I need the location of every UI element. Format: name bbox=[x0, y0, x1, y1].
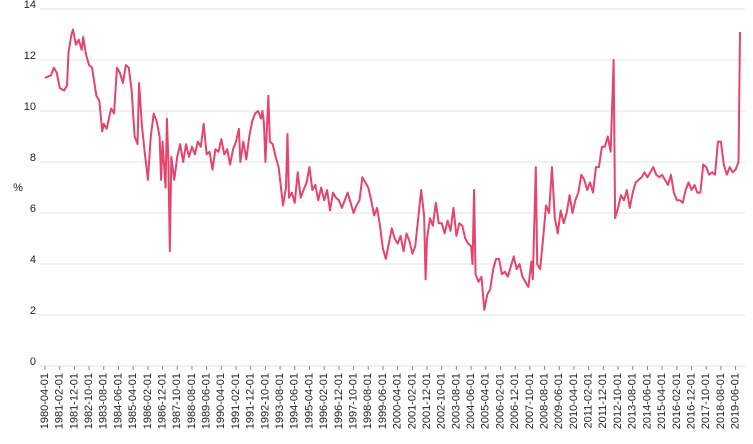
x-tick-label: 1998-08-01 bbox=[362, 373, 374, 429]
x-tick-label: 1997-10-01 bbox=[347, 373, 359, 429]
y-tick-label: 6 bbox=[30, 203, 36, 215]
y-tick-label: 12 bbox=[24, 50, 36, 62]
x-tick-label: 1993-08-01 bbox=[274, 373, 286, 429]
x-tick-label: 2008-08-01 bbox=[538, 373, 550, 429]
x-tick-label: 2009-06-01 bbox=[553, 373, 565, 429]
y-tick-label: 8 bbox=[30, 152, 36, 164]
x-tick-label: 1986-12-01 bbox=[156, 373, 168, 429]
x-tick-label: 2014-06-01 bbox=[641, 373, 653, 429]
data-line bbox=[44, 28, 741, 311]
x-tick-label: 1982-10-01 bbox=[83, 373, 95, 429]
y-tick-label: 4 bbox=[30, 254, 36, 266]
x-tick-label: 2000-04-01 bbox=[392, 373, 404, 429]
x-tick-label: 1981-02-01 bbox=[54, 373, 66, 429]
x-tick-label: 2010-04-01 bbox=[568, 373, 580, 429]
x-tick-label: 2015-04-01 bbox=[656, 373, 668, 429]
x-tick-label: 2011-02-01 bbox=[583, 373, 595, 428]
x-tick-label: 1980-04-01 bbox=[39, 373, 51, 429]
x-tick-label: 1996-12-01 bbox=[333, 373, 345, 429]
x-tick-label: 2016-12-01 bbox=[685, 373, 697, 429]
x-tick-label: 1996-02-01 bbox=[318, 373, 330, 429]
x-tick-label: 1995-04-01 bbox=[303, 373, 315, 429]
x-tick-label: 2011-12-01 bbox=[597, 373, 609, 428]
x-tick-label: 2016-02-01 bbox=[671, 373, 683, 429]
x-tick-label: 1988-08-01 bbox=[186, 373, 198, 429]
x-tick-label: 2006-02-01 bbox=[494, 373, 506, 429]
x-tick-label: 1991-12-01 bbox=[245, 373, 257, 429]
x-tick-label: 2017-10-01 bbox=[700, 373, 712, 429]
x-tick-label: 1994-06-01 bbox=[289, 373, 301, 429]
y-tick-label: 10 bbox=[24, 101, 36, 113]
x-tick-label: 1991-02-01 bbox=[230, 373, 242, 429]
x-tick-label: 2001-02-01 bbox=[406, 373, 418, 429]
x-tick-label: 2019-06-01 bbox=[729, 373, 741, 429]
x-tick-label: 1981-12-01 bbox=[68, 373, 80, 429]
x-tick-label: 2001-12-01 bbox=[421, 373, 433, 429]
x-tick-label: 1999-06-01 bbox=[377, 373, 389, 429]
x-tick-label: 2018-08-01 bbox=[715, 373, 727, 429]
x-tick-label: 2012-10-01 bbox=[612, 373, 624, 429]
x-tick-label: 1983-08-01 bbox=[98, 373, 110, 429]
x-tick-label: 2003-08-01 bbox=[450, 373, 462, 429]
y-tick-label: 2 bbox=[30, 305, 36, 317]
x-tick-label: 2004-06-01 bbox=[465, 373, 477, 429]
x-tick-label: 2005-04-01 bbox=[480, 373, 492, 429]
x-tick-label: 1989-06-01 bbox=[201, 373, 213, 429]
y-tick-label: 0 bbox=[30, 356, 36, 368]
x-tick-label: 1990-04-01 bbox=[215, 373, 227, 429]
x-tick-label: 1992-10-01 bbox=[259, 373, 271, 429]
y-tick-label: 14 bbox=[24, 0, 36, 11]
x-tick-label: 2002-10-01 bbox=[436, 373, 448, 429]
x-tick-label: 2007-10-01 bbox=[524, 373, 536, 429]
y-axis-label: % bbox=[13, 182, 23, 194]
x-tick-label: 2006-12-01 bbox=[509, 373, 521, 429]
x-tick-label: 1984-06-01 bbox=[112, 373, 124, 429]
x-tick-label: 1987-10-01 bbox=[171, 373, 183, 429]
x-tick-label: 1985-04-01 bbox=[127, 373, 139, 429]
x-tick-label: 2013-08-01 bbox=[627, 373, 639, 429]
x-tick-label: 1986-02-01 bbox=[142, 373, 154, 429]
